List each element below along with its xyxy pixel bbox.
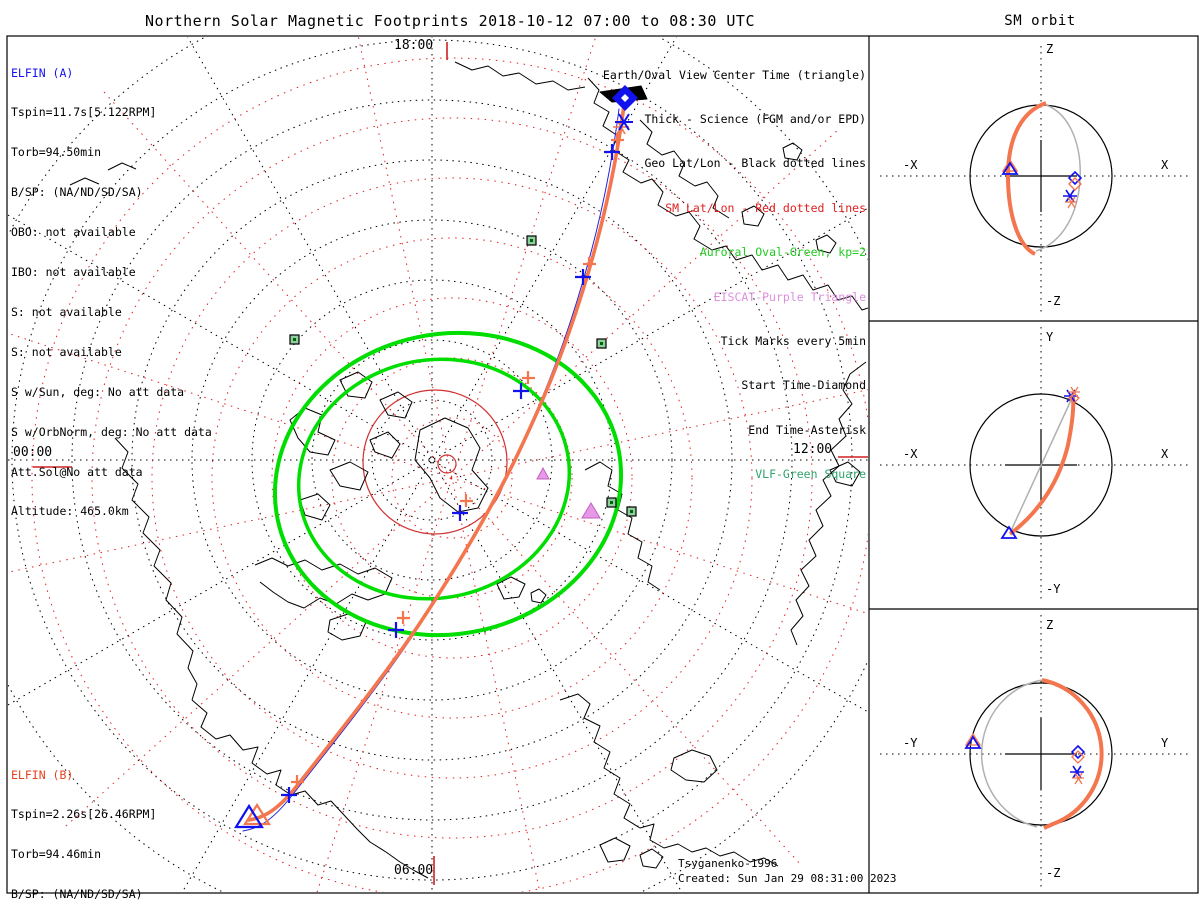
sm-orbit-title: SM orbit: [1004, 13, 1076, 29]
auroral-oval: [272, 330, 624, 638]
legend-item: Earth/Oval View Center Time (triangle): [602, 67, 866, 82]
info-line: S: not available: [11, 344, 122, 359]
axis-label: X: [1161, 158, 1169, 172]
axis-label: -Z: [1046, 866, 1061, 880]
info-line: B/SP: (NA/ND/SD/SA): [11, 887, 143, 900]
legend-item: EISCAT-Purple Triangle: [713, 289, 866, 304]
track-tick-marks-a: [281, 144, 620, 803]
mlt-label-06: 06:00: [394, 863, 434, 878]
axis-label: Y: [1046, 330, 1054, 344]
frame: [6, 35, 1199, 894]
info-line: OBO: not available: [11, 225, 136, 240]
model-credit: Tsyganenko-1996: [678, 857, 778, 870]
legend-item: Start Time-Diamond: [741, 378, 866, 393]
axis-label: X: [1161, 447, 1169, 461]
axis-label: -Z: [1046, 294, 1061, 308]
axis-label: Z: [1046, 42, 1054, 56]
sm-polar-circles: [362, 389, 508, 535]
info-line: S w/Sun, deg: No att data: [11, 384, 185, 399]
legend-item: Thick - Science (FGM and/or EPD): [644, 111, 866, 126]
info-line: B/SP: (NA/ND/SD/SA): [11, 185, 143, 200]
elfin-b-info: ELFIN (B) Tspin=2.26s[26.46RPM] Torb=94.…: [11, 742, 212, 900]
vlf-station-markers: [289, 235, 637, 517]
info-line: S: not available: [11, 304, 122, 319]
mlt-label-12: 12:00: [793, 442, 833, 457]
legend-item: End Time-Asterisk: [748, 422, 866, 437]
legend-item: SM Lat/Lon - Red dotted lines: [665, 200, 866, 215]
legend-item: VLF-Green Square: [755, 467, 866, 482]
axis-label: -X: [903, 158, 918, 172]
sm-graticule: [8, 37, 868, 892]
axis-label: Z: [1046, 618, 1054, 632]
end-asterisk-marker: [613, 113, 633, 135]
geo-graticule: [8, 37, 868, 892]
sm-orbit-panel-xy: [880, 327, 1190, 603]
legend-item: Tick Marks every 5min: [720, 333, 866, 348]
center-time-triangles: [234, 802, 271, 829]
legend-item: Geo Lat/Lon - Black dotted lines: [644, 156, 866, 171]
legend-item: Auroral Oval-Green, kp=2: [699, 245, 866, 260]
sm-axis-ticks: [33, 42, 868, 885]
elfin-b-title: ELFIN (B): [11, 767, 74, 782]
map-legend: Earth/Oval View Center Time (triangle) T…: [446, 38, 866, 497]
info-line: Tspin=11.7s[5.122RPM]: [11, 105, 157, 120]
info-line: Torb=94.46min: [11, 847, 102, 862]
eiscat-markers: [536, 466, 601, 519]
info-line: Torb=94.50min: [11, 145, 102, 160]
mlt-label-18: 18:00: [394, 38, 434, 53]
info-line: Att.Sol@No att data: [11, 464, 143, 479]
info-line: IBO: not available: [11, 265, 136, 280]
sm-orbit-panel-xz: [880, 46, 1190, 316]
axis-label: Y: [1161, 736, 1169, 750]
created-timestamp: Created: Sun Jan 29 08:31:00 2023: [678, 872, 897, 885]
page-title: Northern Solar Magnetic Footprints 2018-…: [145, 12, 755, 30]
elfin-a-info: ELFIN (A) Tspin=11.7s[5.122RPM] Torb=94.…: [11, 40, 212, 532]
sm-orbit-panel-yz: [880, 615, 1190, 888]
start-diamond-marker: [612, 85, 638, 111]
elfin-a-title: ELFIN (A): [11, 65, 74, 80]
track-tick-marks-b: [291, 133, 624, 788]
info-line: Tspin=2.26s[26.46RPM]: [11, 807, 157, 822]
info-line: Altitude: 465.0km: [11, 504, 129, 519]
mlt-label-00: 00:00: [13, 445, 53, 460]
axis-label: -X: [903, 447, 918, 461]
axis-label: -Y: [1046, 582, 1061, 596]
info-line: S w/OrbNorm, deg: No att data: [11, 424, 212, 439]
axis-label: -Y: [903, 736, 918, 750]
